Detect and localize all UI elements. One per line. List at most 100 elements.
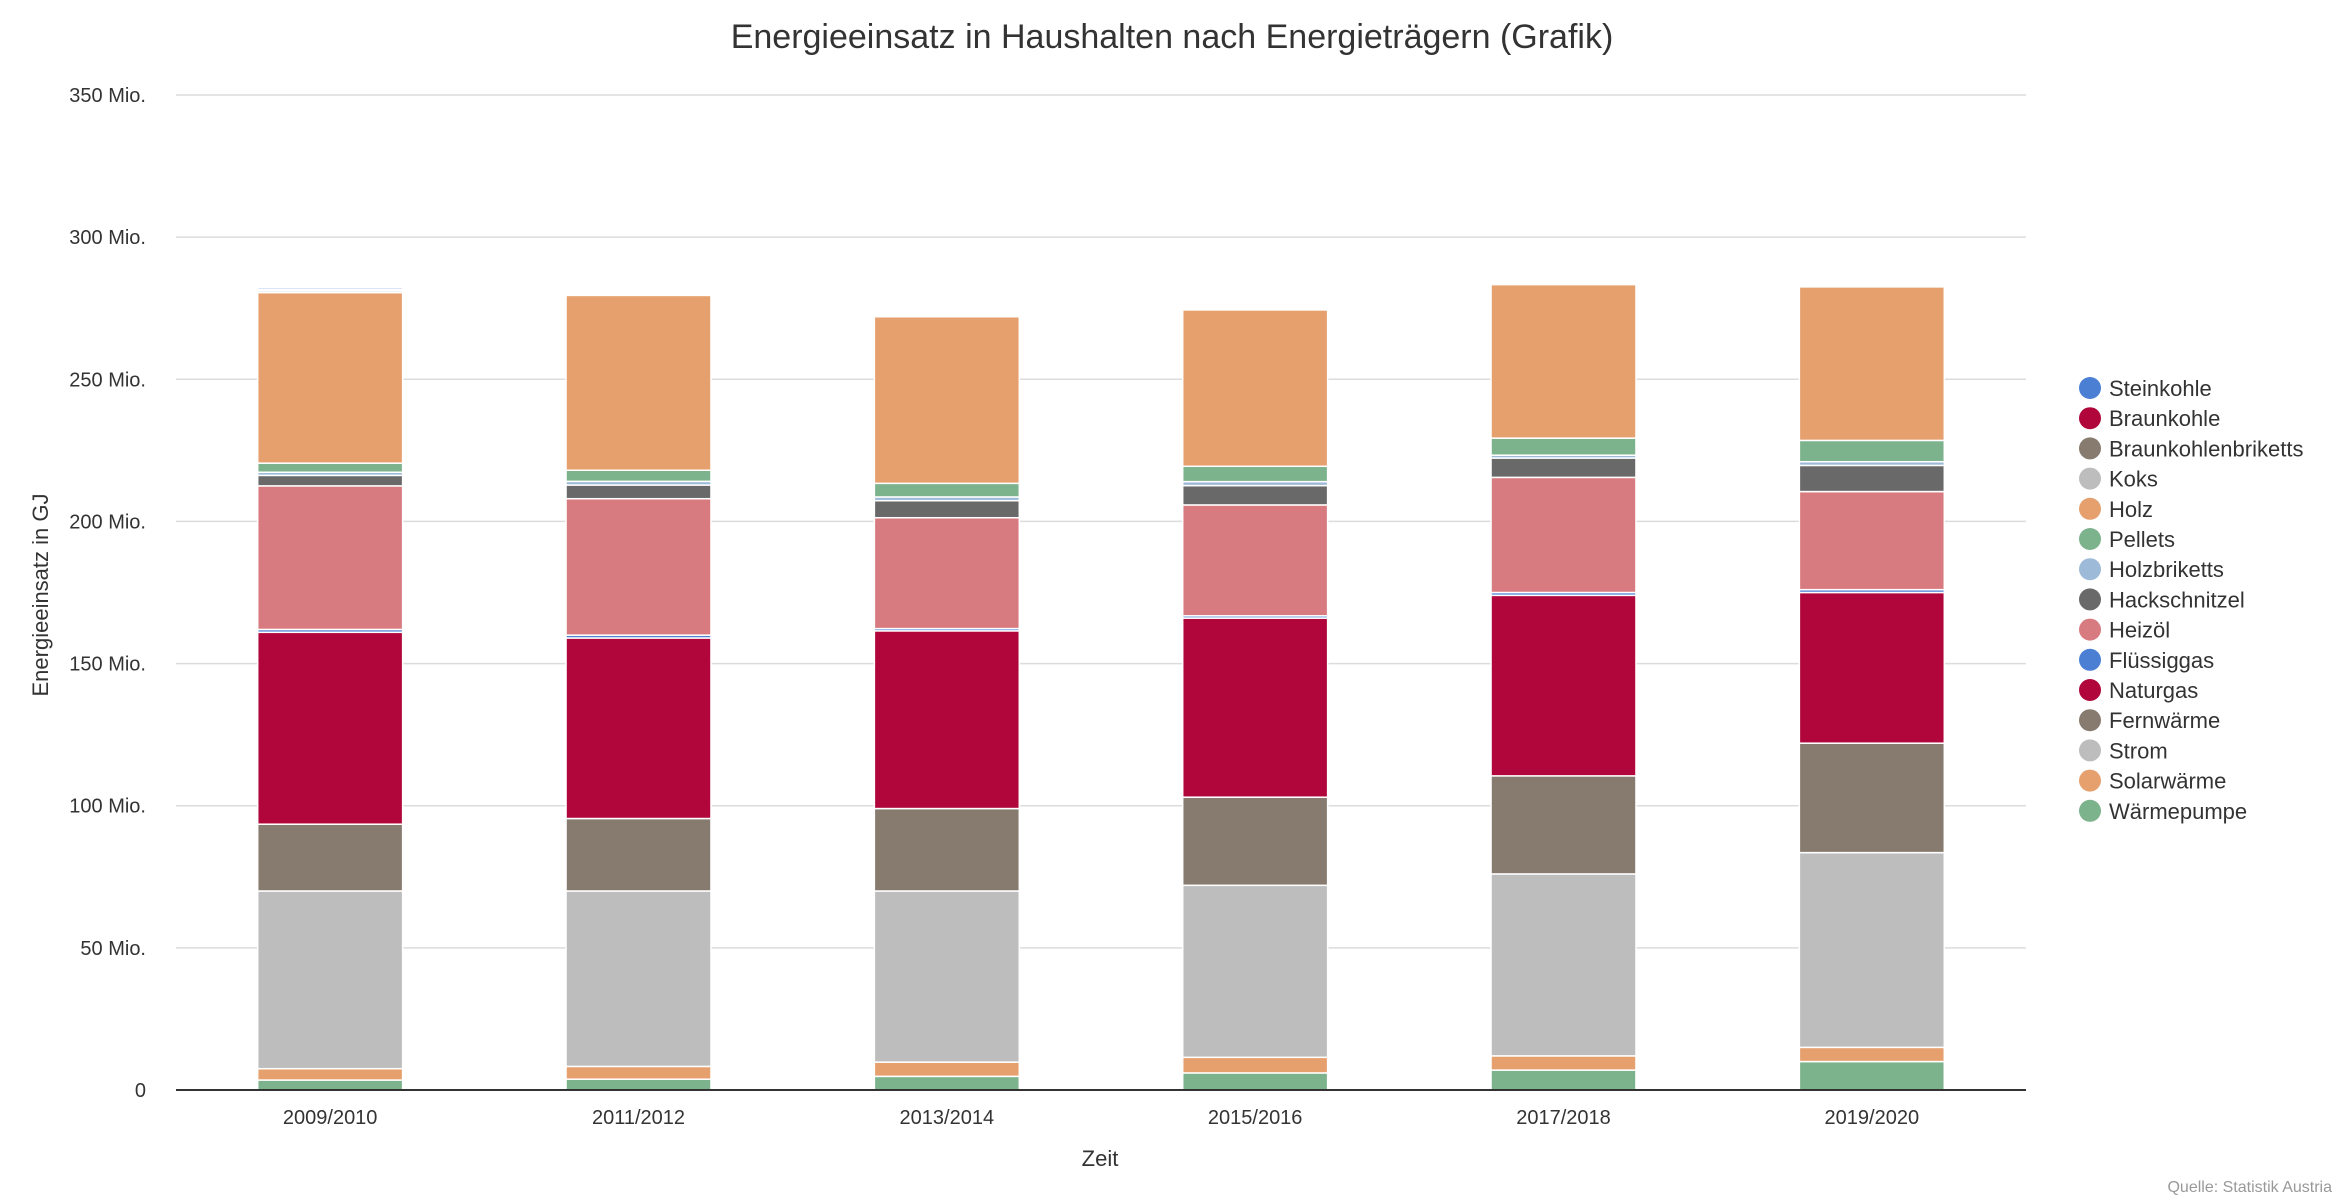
bar-segment bbox=[1490, 594, 1637, 777]
legend-item[interactable]: Flüssiggas bbox=[2079, 648, 2214, 673]
source-credit: Quelle: Statistik Austria bbox=[2167, 1179, 2332, 1196]
bar-stack bbox=[873, 315, 1021, 1091]
bar-segment bbox=[873, 807, 1021, 892]
bar-segment bbox=[565, 817, 712, 892]
bar-segment bbox=[1798, 286, 1946, 442]
y-tick-label: 0 bbox=[135, 1080, 146, 1102]
bar-segment bbox=[565, 890, 712, 1068]
bar-segment bbox=[873, 516, 1021, 630]
legend-swatch bbox=[2079, 799, 2101, 822]
legend-swatch bbox=[2079, 679, 2101, 701]
legend-label: Hackschnitzel bbox=[2109, 587, 2245, 612]
bar-segment bbox=[873, 315, 1021, 485]
bar-segment bbox=[1181, 504, 1329, 617]
legend-item[interactable]: Braunkohle bbox=[2079, 406, 2220, 431]
legend-item[interactable]: Wärmepumpe bbox=[2079, 799, 2247, 824]
bar-segment bbox=[565, 484, 712, 500]
y-tick-label: 350 Mio. bbox=[69, 85, 146, 107]
bar-segment bbox=[1181, 617, 1329, 798]
y-tick-label: 150 Mio. bbox=[69, 654, 146, 676]
legend-label: Holz bbox=[2109, 497, 2153, 522]
bar-stack bbox=[1181, 309, 1329, 1091]
bar-segment bbox=[1181, 1056, 1329, 1074]
bar-segment bbox=[1490, 775, 1637, 875]
bars bbox=[256, 283, 1946, 1091]
legend-label: Pellets bbox=[2109, 527, 2175, 552]
legend-item[interactable]: Braunkohlenbriketts bbox=[2079, 436, 2303, 461]
bar-segment bbox=[1798, 490, 1946, 591]
bar-segment bbox=[565, 294, 712, 472]
bar-segment bbox=[256, 1079, 404, 1091]
legend-item[interactable]: Fernwärme bbox=[2079, 708, 2220, 733]
bar-segment bbox=[565, 497, 712, 636]
bar-segment bbox=[1181, 1072, 1329, 1091]
bar-segment bbox=[1798, 591, 1946, 744]
bar-segment bbox=[1798, 1046, 1946, 1063]
bar-segment bbox=[873, 1075, 1021, 1091]
y-axis-ticks: 0 50 Mio. 100 Mio. 150 Mio. 200 Mio. 250 Mio.… bbox=[69, 85, 146, 1102]
legend-item[interactable]: Heizöl bbox=[2079, 618, 2170, 643]
bar-segment bbox=[1181, 465, 1329, 483]
y-tick-label: 50 Mio. bbox=[80, 938, 146, 960]
legend-item[interactable]: Solarwärme bbox=[2079, 769, 2226, 794]
legend-label: Holzbriketts bbox=[2109, 557, 2224, 582]
y-tick-label: 250 Mio. bbox=[69, 369, 146, 391]
legend-item[interactable]: Holz bbox=[2079, 497, 2153, 522]
legend-swatch bbox=[2079, 497, 2101, 520]
bar-segment bbox=[1490, 437, 1637, 456]
legend-item[interactable]: Strom bbox=[2079, 738, 2168, 763]
bar-segment bbox=[256, 631, 404, 825]
bar-segment bbox=[1798, 1060, 1946, 1091]
legend-item[interactable]: Pellets bbox=[2079, 527, 2175, 552]
bar-stack bbox=[1798, 286, 1946, 1091]
legend-swatch bbox=[2079, 709, 2101, 732]
legend-swatch bbox=[2079, 769, 2101, 792]
legend-label: Flüssiggas bbox=[2109, 648, 2214, 673]
x-tick-label: 2015/2016 bbox=[1208, 1107, 1303, 1129]
y-axis-title: Energieeinsatz in GJ bbox=[28, 494, 53, 697]
bar-segment bbox=[1181, 796, 1329, 887]
bar-segment bbox=[1181, 309, 1329, 468]
x-axis-ticks: 2009/2010 2011/2012 2013/2014 2015/2016 2017… bbox=[283, 1107, 1919, 1129]
bar-segment bbox=[256, 462, 404, 473]
legend-swatch bbox=[2079, 377, 2101, 399]
bar-segment bbox=[256, 1067, 404, 1081]
bar-stack bbox=[565, 294, 712, 1091]
legend-label: Koks bbox=[2109, 467, 2158, 492]
x-tick-label: 2013/2014 bbox=[900, 1107, 995, 1129]
legend-swatch bbox=[2079, 739, 2101, 762]
bar-segment bbox=[256, 286, 404, 291]
x-tick-label: 2011/2012 bbox=[592, 1107, 685, 1129]
bar-segment bbox=[1181, 884, 1329, 1059]
legend-item[interactable]: Naturgas bbox=[2079, 678, 2198, 703]
legend-label: Braunkohle bbox=[2109, 406, 2220, 431]
legend-item[interactable]: Steinkohle bbox=[2079, 376, 2212, 401]
legend-swatch bbox=[2079, 407, 2101, 430]
legend-label: Heizöl bbox=[2109, 618, 2170, 643]
bar-segment bbox=[256, 485, 404, 631]
bar-segment bbox=[256, 823, 404, 892]
bar-segment bbox=[256, 890, 404, 1070]
bar-segment bbox=[1798, 464, 1946, 493]
gridlines bbox=[176, 94, 2026, 949]
x-tick-label: 2019/2020 bbox=[1825, 1107, 1920, 1129]
legend-swatch bbox=[2079, 437, 2101, 460]
bar-segment bbox=[565, 1065, 712, 1080]
bar-segment bbox=[1798, 851, 1946, 1049]
legend-swatch bbox=[2079, 467, 2101, 490]
legend-item[interactable]: Hackschnitzel bbox=[2079, 587, 2245, 612]
legend-label: Wärmepumpe bbox=[2109, 799, 2247, 824]
bar-segment bbox=[1490, 457, 1637, 479]
bar-segment bbox=[565, 1078, 712, 1091]
bar-segment bbox=[1181, 484, 1329, 506]
bar-segment bbox=[1490, 873, 1637, 1057]
legend-item[interactable]: Holzbriketts bbox=[2079, 557, 2224, 582]
bar-segment bbox=[1490, 283, 1637, 439]
legend-item[interactable]: Koks bbox=[2079, 467, 2158, 492]
legend-label: Fernwärme bbox=[2109, 708, 2220, 733]
bar-segment bbox=[873, 482, 1021, 498]
bar-segment bbox=[256, 474, 404, 487]
legend-label: Strom bbox=[2109, 738, 2168, 763]
chart-title: Energieeinsatz in Haushalten nach Energi… bbox=[731, 18, 1614, 56]
